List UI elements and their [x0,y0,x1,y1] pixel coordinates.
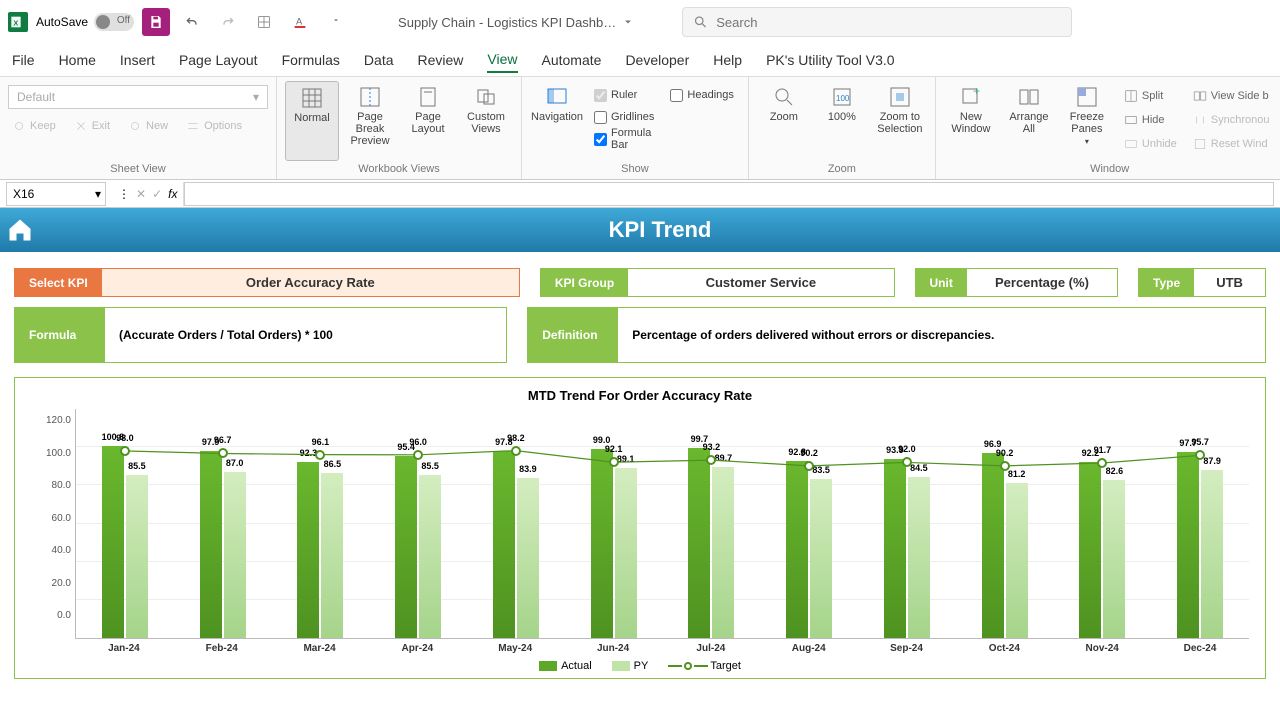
search-icon [693,14,708,30]
ribbon-tabs: File Home Insert Page Layout Formulas Data Rev… [0,44,1280,76]
cancel-formula-icon[interactable]: ✕ [136,187,146,201]
x-axis: Jan-24Feb-24Mar-24Apr-24May-24Jun-24Jul-… [75,639,1249,654]
freeze-panes-button[interactable]: Freeze Panes▾ [1060,81,1114,161]
excel-app-icon[interactable]: X [8,12,28,32]
ruler-checkbox[interactable]: Ruler [594,85,654,105]
redo-button[interactable] [214,8,242,36]
formula-input[interactable] [184,182,1274,206]
formula-bar-checkbox[interactable]: Formula Bar [594,129,654,149]
undo-button[interactable] [178,8,206,36]
enter-formula-icon[interactable]: ✓ [152,187,162,201]
page-layout-button[interactable]: Page Layout [401,81,455,161]
document-name[interactable]: Supply Chain - Logistics KPI Dashb… [398,15,634,30]
custom-views-button[interactable]: Custom Views [459,81,513,161]
tab-developer[interactable]: Developer [625,48,689,72]
zoom-selection-button[interactable]: Zoom to Selection [873,81,927,161]
options-button[interactable]: Options [182,115,246,137]
y-axis: 120.0100.080.060.040.020.00.0 [31,409,75,639]
page-title: KPI Trend [40,217,1280,243]
autosave-toggle-group: AutoSave Off [36,13,134,31]
tab-insert[interactable]: Insert [120,48,155,72]
select-kpi-dropdown[interactable]: Select KPI Order Accuracy Rate [14,268,520,297]
chart-plot: 100.885.597.987.092.386.595.485.597.883.… [75,409,1249,639]
svg-text:100: 100 [836,94,850,103]
zoom-button[interactable]: Zoom [757,81,811,161]
qat-more-icon[interactable] [322,8,350,36]
name-box[interactable]: X16▾ [6,182,106,206]
search-bar[interactable] [682,7,1072,37]
arrange-button[interactable]: Arrange All [1002,81,1056,161]
sheet-view-dropdown[interactable]: Default▾ [8,85,268,109]
definition-box: Definition Percentage of orders delivere… [527,307,1266,363]
tab-view[interactable]: View [487,47,517,73]
fx-icon[interactable]: fx [168,187,177,201]
chart-card: MTD Trend For Order Accuracy Rate 120.01… [14,377,1266,679]
formula-box: Formula (Accurate Orders / Total Orders)… [14,307,507,363]
tab-automate[interactable]: Automate [542,48,602,72]
view-side-button[interactable]: View Side b [1189,85,1274,107]
new-window-button[interactable]: +New Window [944,81,998,161]
sheet-view-group-label: Sheet View [8,161,268,177]
search-input[interactable] [716,15,1061,30]
autosave-toggle[interactable]: Off [94,13,134,31]
new-view-button[interactable]: New [124,115,172,137]
autosave-label: AutoSave [36,15,88,29]
type-box: Type UTB [1138,268,1266,297]
exit-button[interactable]: Exit [70,115,114,137]
save-button[interactable] [142,8,170,36]
borders-button[interactable] [250,8,278,36]
tab-formulas[interactable]: Formulas [282,48,340,72]
chevron-down-icon [622,16,634,28]
font-color-button[interactable]: A [286,8,314,36]
svg-text:A: A [296,17,303,27]
tab-review[interactable]: Review [418,48,464,72]
chart-legend: Actual PY Target [31,654,1249,672]
svg-text:+: + [973,85,980,98]
hide-button[interactable]: Hide [1120,109,1181,131]
sync-scroll-button[interactable]: Synchronou [1189,109,1274,131]
normal-view-button[interactable]: Normal [285,81,339,161]
keep-button[interactable]: Keep [8,115,60,137]
tab-pk-s-utility-tool-v3-0[interactable]: PK's Utility Tool V3.0 [766,48,894,72]
tab-home[interactable]: Home [59,48,96,72]
tab-page-layout[interactable]: Page Layout [179,48,258,72]
split-button[interactable]: Split [1120,85,1181,107]
navigation-button[interactable]: Navigation [530,81,584,161]
kpi-group-box: KPI Group Customer Service [540,268,895,297]
reset-window-button[interactable]: Reset Wind [1189,133,1274,155]
tab-help[interactable]: Help [713,48,742,72]
home-icon[interactable] [0,216,40,244]
chart-title: MTD Trend For Order Accuracy Rate [31,388,1249,403]
svg-text:X: X [13,18,18,27]
headings-checkbox[interactable]: Headings [670,85,733,105]
tab-file[interactable]: File [12,48,35,72]
more-icon[interactable]: ⋮ [118,187,130,201]
unit-box: Unit Percentage (%) [915,268,1119,297]
unhide-button[interactable]: Unhide [1120,133,1181,155]
page-break-button[interactable]: Page Break Preview [343,81,397,161]
gridlines-checkbox[interactable]: Gridlines [594,107,654,127]
tab-data[interactable]: Data [364,48,394,72]
zoom-100-button[interactable]: 100100% [815,81,869,161]
